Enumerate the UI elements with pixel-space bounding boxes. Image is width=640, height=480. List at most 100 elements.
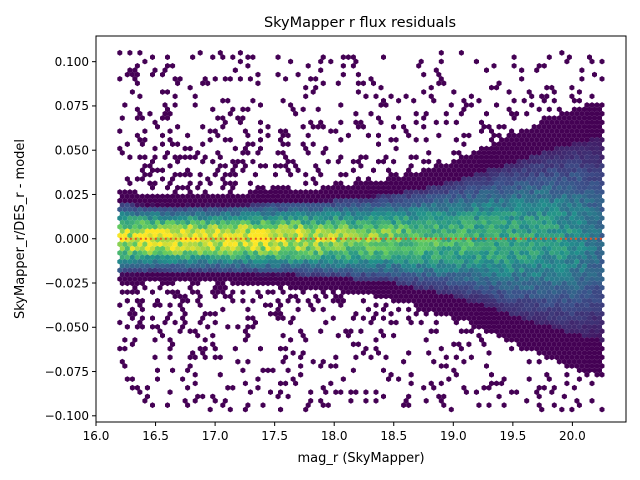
y-tick-label: 0.025 — [55, 188, 89, 202]
hexbin-cell — [167, 215, 173, 221]
hexbin-cell — [471, 271, 477, 278]
hexbin-cell — [561, 254, 567, 261]
hexbin-cell — [388, 241, 394, 248]
hexbin-cell — [320, 306, 326, 313]
hexbin-cell — [207, 206, 213, 213]
hexbin-cell — [134, 245, 140, 252]
hexbin-cell — [443, 276, 449, 282]
hexbin-cell — [160, 141, 165, 148]
hexbin-cell — [381, 280, 386, 287]
hexbin-cell — [250, 297, 256, 304]
hexbin-cell — [280, 237, 286, 243]
hexbin-cell — [486, 324, 492, 330]
hexbin-cell — [270, 254, 276, 261]
hexbin-cell — [473, 163, 479, 169]
hexbin-cell — [451, 150, 457, 156]
hexbin-cell — [373, 276, 379, 282]
hexbin-cell — [144, 219, 150, 226]
hexbin-cell — [506, 89, 512, 95]
hexbin-cell — [330, 263, 336, 269]
hexbin-cell — [270, 367, 276, 374]
hexbin-cell — [576, 341, 582, 348]
hexbin-cell — [278, 258, 284, 265]
hexbin-cell — [376, 210, 381, 217]
hexbin-cell — [554, 241, 560, 248]
hexbin-cell — [134, 324, 140, 330]
hexbin-cell — [481, 245, 487, 252]
y-tick-label: 0.075 — [55, 99, 89, 113]
hexbin-cell — [150, 158, 155, 165]
hexbin-cell — [222, 76, 228, 82]
hexbin-cell — [569, 197, 575, 204]
hexbin-cell — [202, 189, 208, 195]
hexbin-cell — [162, 232, 168, 239]
hexbin-cell — [496, 193, 502, 200]
hexbin-cell — [403, 276, 409, 282]
hexbin-cell — [514, 145, 520, 152]
hexbin-cell — [544, 232, 550, 239]
hexbin-cell — [481, 158, 487, 165]
hexbin-cell — [539, 171, 545, 178]
hexbin-cell — [295, 210, 301, 217]
hexbin-cell — [592, 254, 597, 261]
hexbin-cell — [255, 80, 261, 87]
hexbin-cell — [275, 71, 281, 78]
hexbin-cell — [378, 84, 384, 91]
hexbin-cell — [592, 176, 597, 182]
hexbin-cell — [378, 241, 384, 248]
hexbin-cell — [250, 315, 256, 322]
hexbin-cell — [152, 180, 158, 187]
hexbin-cell — [491, 193, 497, 200]
hexbin-cell — [481, 341, 487, 348]
hexbin-cell — [190, 350, 196, 356]
hexbin-cell — [124, 254, 130, 261]
hexbin-cell — [431, 358, 437, 365]
hexbin-cell — [549, 163, 555, 169]
hexbin-cell — [489, 145, 494, 152]
hexbin-cell — [579, 363, 585, 369]
hexbin-cell — [597, 106, 602, 113]
hexbin-cell — [504, 223, 510, 230]
hexbin-cell — [438, 267, 444, 274]
hexbin-cell — [456, 271, 462, 278]
hexbin-cell — [431, 202, 437, 208]
hexbin-cell — [579, 206, 585, 213]
hexbin-cell — [438, 215, 444, 221]
hexbin-cell — [119, 210, 125, 217]
hexbin-cell — [511, 245, 517, 252]
hexbin-cell — [534, 302, 540, 308]
hexbin-cell — [534, 284, 540, 291]
hexbin-cell — [519, 223, 525, 230]
hexbin-cell — [431, 271, 437, 278]
hexbin-cell — [561, 332, 567, 339]
hexbin-cell — [250, 202, 256, 208]
hexbin-cell — [592, 210, 597, 217]
hexbin-cell — [576, 210, 582, 217]
hexbin-cell — [531, 280, 537, 287]
hexbin-cell — [240, 289, 246, 295]
hexbin-cell — [268, 223, 273, 230]
hexbin-cell — [463, 302, 469, 308]
hexbin-cell — [376, 263, 381, 269]
hexbin-cell — [554, 328, 560, 335]
hexbin-cell — [421, 193, 427, 200]
hexbin-cell — [353, 389, 359, 395]
hexbin-cell — [207, 406, 213, 413]
hexbin-cell — [353, 110, 359, 117]
hexbin-cell — [210, 202, 216, 208]
hexbin-cell — [187, 180, 193, 187]
hexbin-cell — [438, 180, 444, 187]
hexbin-cell — [599, 76, 605, 82]
hexbin-cell — [521, 132, 527, 139]
hexbin-cell — [597, 193, 602, 200]
hexbin-cell — [584, 110, 590, 117]
hexbin-cell — [232, 67, 238, 74]
hexbin-cell — [283, 223, 289, 230]
hexbin-cell — [564, 293, 570, 300]
hexbin-cell — [499, 189, 505, 195]
hexbin-cell — [210, 219, 216, 226]
hexbin-cell — [406, 289, 412, 295]
hexbin-cell — [519, 267, 525, 274]
hexbin-cell — [129, 263, 135, 269]
hexbin-cell — [428, 276, 434, 282]
